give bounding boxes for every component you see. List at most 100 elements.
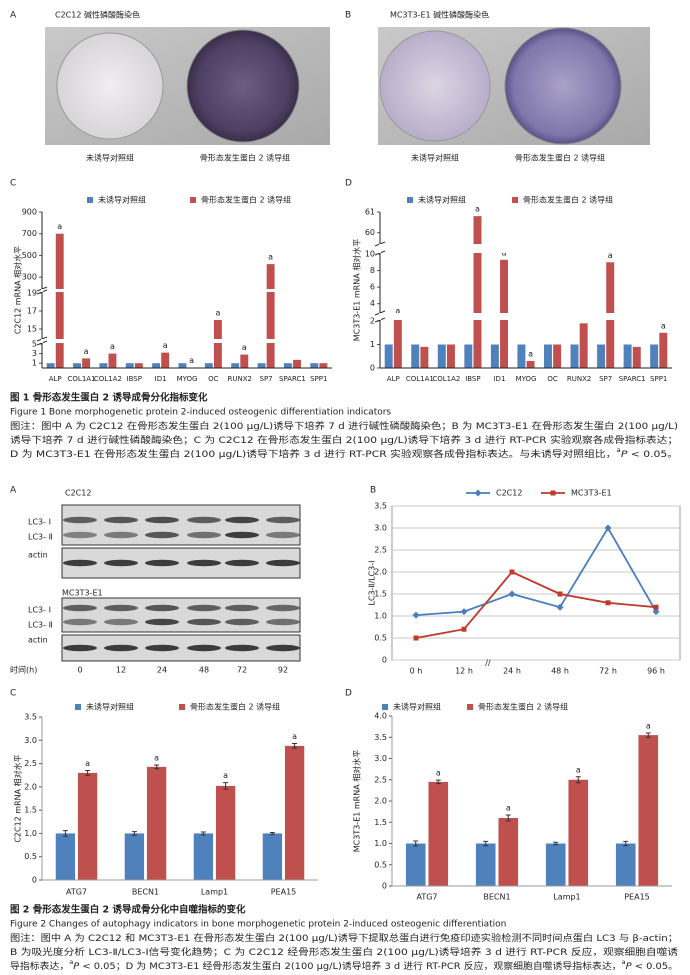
blot-band [225,516,259,524]
bar [55,833,76,880]
y-tick-label: 4 [370,299,375,308]
bar [543,344,552,368]
y-tick-label: 2.5 [374,775,387,784]
blot-band [266,644,300,652]
caption-title-en: Figure 2 Changes of autophagy indicators… [10,920,506,930]
point [461,626,467,632]
bar [405,843,426,886]
bar [411,344,420,368]
bar [553,344,562,368]
blot-band [225,604,259,612]
x-tick-label: 96 h [647,667,665,676]
y-tick-label: 3 [32,349,37,358]
caption-text: a [616,447,621,454]
panel-label: C [10,689,16,699]
point [556,603,564,611]
blot-band [225,559,259,567]
error-bar [269,831,275,835]
bar [124,833,145,880]
blot-band [104,604,138,612]
bar [319,363,328,368]
x-tick-label: BECN1 [132,888,159,897]
bar [73,363,81,368]
y-tick-label: 0.5 [24,852,37,861]
caption-note: 导指标表达， aP < 0.05；D 为 MC3T3-E1 经骨形态发生蛋白 2(… [10,959,678,972]
blot-membrane [61,504,301,546]
time-label: 时间(h) [10,665,37,675]
row-label: LC3- Ⅰ [28,606,51,615]
blot-band [63,618,97,626]
y-tick-label: 500 [22,251,37,260]
blot-band [104,618,138,626]
y-tick-label: 0 [382,882,387,891]
point [508,590,516,598]
point [460,608,468,616]
blot-band [145,618,179,626]
error-bar [62,830,68,837]
blot-band [187,618,221,626]
bar [46,363,55,368]
error-bar [623,840,629,847]
error-bar [435,779,441,785]
bar [240,354,249,368]
legend-label: 骨形态发生蛋白 2 诱导组 [478,702,568,712]
well [186,29,300,143]
error-bar [413,840,419,847]
bar [446,344,455,368]
x-tick-label: IBSP [127,375,142,383]
x-tick-label: COL1A2 [94,375,122,383]
axis-gap [379,244,381,253]
error-bar [200,831,206,836]
caption-text: < 0.05；D 为 MC3T3-E1 经骨形态发生蛋白 2(100 μg/L)… [79,960,621,972]
x-tick-label: 24 h [503,667,521,676]
significance-mark: a [189,356,194,365]
y-tick-label: 6 [370,283,375,292]
time-tick: 92 [278,666,288,675]
bar [266,264,275,368]
point [557,591,563,597]
group-label: 骨形态发生蛋白 2 诱导组 [200,153,290,163]
panel-label: A [10,11,17,21]
y-tick-label: 1 [32,359,37,368]
blot-band [187,604,221,612]
blot-band [145,559,179,567]
bar [420,346,429,368]
bar [125,363,134,368]
error-bar [131,831,137,836]
significance-mark: a [506,804,511,813]
caption-note: D 为 MC3T3-E1 在骨形态发生蛋白 2(100 μg/L)诱导下培养 3… [10,447,678,460]
panel-label: C [10,179,16,189]
legend-label: 未诱导对照组 [418,195,466,205]
significance-mark: a [475,205,480,214]
bar [659,332,668,368]
y-axis-label: MC3T3-E1 mRNA 相对水平 [352,750,362,852]
blot-band [145,531,179,539]
bar [650,344,659,368]
bar [473,216,482,368]
bar [82,358,91,368]
caption-text: 诱导下培养 7 d 进行碱性磷酸酶染色；C 为 C2C12 在骨形态发生蛋白 2… [10,434,678,446]
legend-label: 未诱导对照组 [393,702,441,712]
blot-band [63,531,97,539]
bar [638,735,659,886]
caption-text: B 为吸光度分析 LC3-Ⅱ/LC3-Ⅰ信号变化趋势；C 为 C2C12 经骨形… [10,946,678,958]
y-tick-label: 1 [370,340,375,349]
bar [623,344,632,368]
x-tick-label: ALP [387,375,400,383]
x-tick-label: BECN1 [483,893,510,902]
caption-text: P [73,962,80,972]
significance-mark: a [528,349,533,358]
panel-label: D [345,179,352,189]
y-tick-label: 8 [370,266,375,275]
cell-line-label: C2C12 [65,489,91,498]
point [605,600,611,606]
caption-title: 图 1 骨形态发生蛋白 2 诱导成骨分化指标变化 [10,392,208,404]
blot-band [104,644,138,652]
blot-band [187,516,221,524]
y-tick-label: 2 [370,317,375,326]
y-tick-label: 0 [32,876,37,885]
y-tick-label: 300 [22,273,37,282]
legend-label: 骨形态发生蛋白 2 诱导组 [523,195,613,205]
y-tick-label: 0 [382,656,387,665]
time-tick: 0 [77,666,82,675]
